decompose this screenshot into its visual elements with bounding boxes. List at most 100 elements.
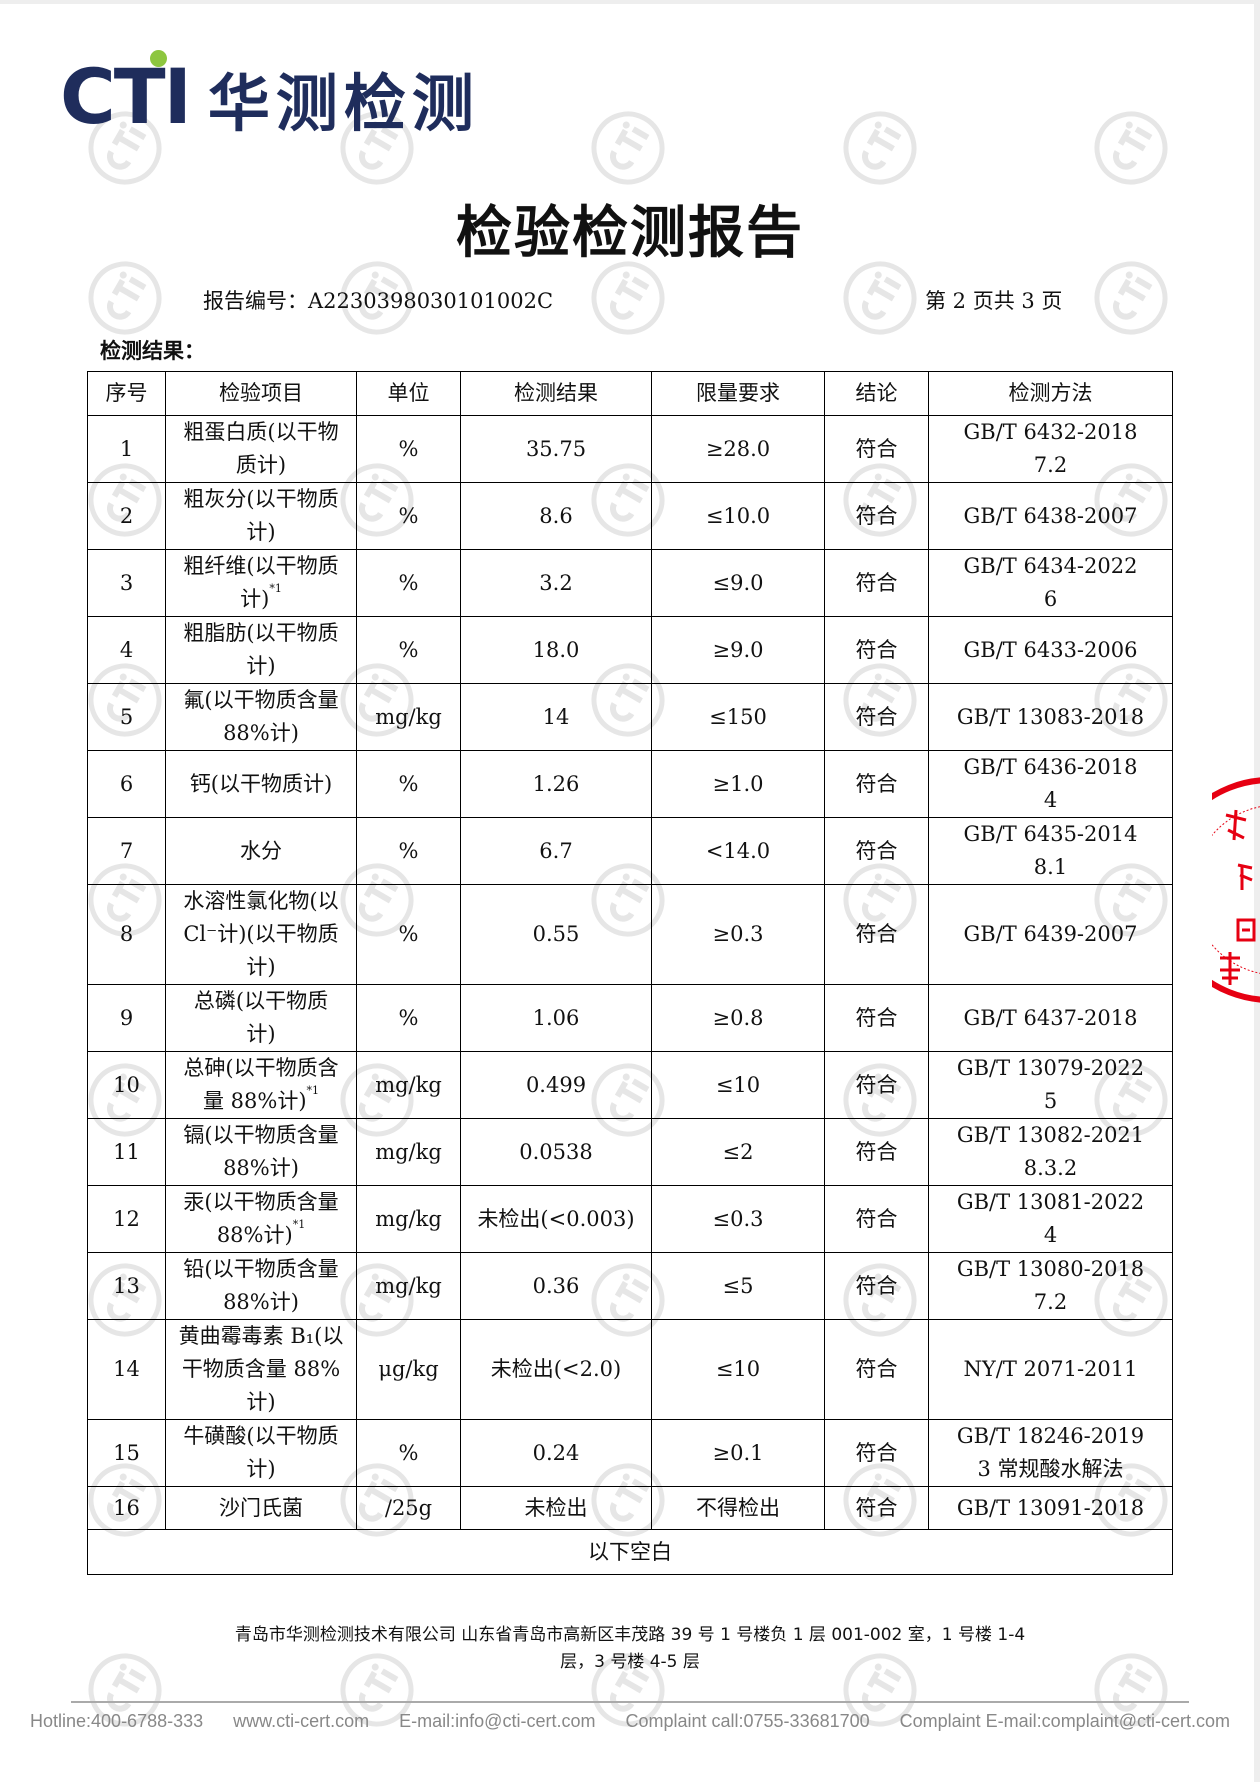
results-table: 序号 检验项目 单位 检测结果 限量要求 结论 检测方法 1 粗蛋白质(以干物 质计)% 35.… [87,371,1173,1575]
conclusion-text: 符合 [855,838,898,863]
cell-result: 未检出 [460,1486,652,1530]
table-row: 12 汞(以干物质含量 88%计)*1 mg/kg 未检出(<0.003) ≤0.3 符合… [87,1185,1173,1253]
unit-text: % [398,922,419,946]
item-text: 氟(以干物质含量 88%计) [183,688,339,745]
website-link[interactable]: www.cti-cert.com [233,1711,370,1731]
item-text: 水分 [240,838,282,863]
result-text: 0.36 [532,1273,580,1298]
no-text: 10 [113,1072,140,1097]
cell-no: 15 [87,1419,166,1487]
cell-result: 6.7 [460,817,652,885]
cell-unit: /25g [356,1486,461,1530]
no-text: 6 [119,771,134,796]
cell-no: 14 [87,1319,166,1420]
conclusion-text: 符合 [855,637,898,662]
cell-limit: ≥0.8 [651,984,825,1052]
unit-text: % [398,771,419,796]
result-text: 0.55 [532,922,580,946]
complaint-call: Complaint call:0755-33681700 [625,1711,870,1731]
cell-no: 3 [87,549,166,617]
cell-item: 氟(以干物质含量 88%计) [165,683,357,751]
cell-item: 镉(以干物质含量 88%计) [165,1118,357,1186]
item-text: 铅(以干物质含量 88%计) [183,1257,339,1314]
section-title: 检测结果： [100,338,205,363]
result-text: 未检出(<2.0) [490,1357,622,1381]
table-row: 11 镉(以干物质含量 88%计) mg/kg 0.0538 ≤2 符合 GB/T 1308… [87,1118,1173,1186]
cell-result: 35.75 [460,415,652,483]
unit-text: mg/kg [375,1139,442,1164]
method-text: GB/T 6432-2018 7.2 [963,420,1138,477]
cell-limit: ≤10 [651,1051,825,1119]
cell-no: 2 [87,482,166,550]
limit-text: ≥1.0 [712,771,764,796]
column-header: 单位 [356,371,461,416]
conclusion-text: 符合 [855,1139,898,1164]
email[interactable]: E-mail:info@cti-cert.com [399,1711,596,1731]
limit-text: ≤10.0 [705,503,771,528]
blank-note-row: 以下空白 [87,1529,1173,1575]
item-text: 镉(以干物质含量 88%计) [183,1123,339,1180]
table-row: 4 粗脂肪(以干物质 计)% 18.0 ≥9.0 符合 GB/T 6433-2006 [87,616,1173,684]
no-text: 9 [119,1005,134,1030]
cell-item: 水分 [165,817,357,885]
complaint-email[interactable]: Complaint E-mail:complaint@cti-cert.com [899,1711,1230,1731]
no-text: 12 [113,1206,140,1231]
item-text: 粗脂肪(以干物质 计) [183,621,339,678]
result-text: 18.0 [532,637,580,662]
cell-result: 0.36 [460,1252,652,1320]
cell-item: 水溶性氯化物(以 Cl⁻计)(以干物质 计) [165,884,357,985]
cell-method: GB/T 13079-2022 5 [928,1051,1173,1119]
limit-text: <14.0 [705,838,771,863]
cell-unit: μg/kg [356,1319,461,1420]
cell-limit: ≥9.0 [651,616,825,684]
column-header: 检测结果 [460,371,652,416]
page-top-border [0,0,1260,4]
unit-text: % [398,1440,419,1465]
unit-text: mg/kg [375,1072,442,1097]
column-header: 检验项目 [165,371,357,416]
cell-no: 5 [87,683,166,751]
cell-unit: % [356,884,461,985]
cell-method: GB/T 6432-2018 7.2 [928,415,1173,483]
limit-text: ≤10 [715,1072,761,1097]
cell-item: 黄曲霉毒素 B₁(以 干物质含量 88% 计) [165,1319,357,1420]
watermark-logo [843,111,917,185]
cell-no: 1 [87,415,166,483]
page-right-border [1254,0,1260,1782]
limit-text: ≤5 [722,1273,754,1298]
page-number: 第 2 页共 3 页 [925,289,1063,313]
result-text: 1.26 [532,771,580,796]
cell-result: 14 [460,683,652,751]
cell-unit: mg/kg [356,1185,461,1253]
table-row: 14 黄曲霉毒素 B₁(以 干物质含量 88% 计) μg/kg 未检出(<2.0) ≤… [87,1319,1173,1420]
cell-conclusion: 符合 [824,415,929,483]
cell-limit: ≤10 [651,1319,825,1420]
unit-text: mg/kg [375,1206,442,1231]
unit-text: μg/kg [378,1357,439,1381]
cell-limit: ≤5 [651,1252,825,1320]
cell-result: 未检出(<0.003) [460,1185,652,1253]
report-number: 报告编号：A2230398030101002C [203,289,554,313]
cti-logo: CTI 华测检测 [60,50,480,135]
unit-text: % [398,436,419,461]
table-row: 2 粗灰分(以干物质 计)% 8.6 ≤10.0 符合 GB/T 6438-2007 [87,482,1173,550]
cell-unit: % [356,415,461,483]
conclusion-text: 符合 [855,771,898,796]
red-seal-stamp [1212,777,1260,1003]
column-header: 限量要求 [651,371,825,416]
method-text: GB/T 13082-2021 8.3.2 [956,1123,1145,1180]
column-header: 检测方法 [928,371,1173,416]
cell-result: 0.0538 [460,1118,652,1186]
cell-unit: % [356,616,461,684]
table-row: 10 总砷(以干物质含 量 88%计)*1 mg/kg 0.499 ≤10 符合 GB/T … [87,1051,1173,1119]
cell-method: GB/T 6435-2014 8.1 [928,817,1173,885]
no-text: 4 [119,637,134,662]
method-text: GB/T 6438-2007 [963,503,1138,528]
cell-unit: % [356,549,461,617]
cell-no: 11 [87,1118,166,1186]
company-address: 青岛市华测检测技术有限公司 山东省青岛市高新区丰茂路 39 号 1 号楼负 1 … [234,1625,1026,1672]
cell-no: 12 [87,1185,166,1253]
report-title: 检验检测报告 [456,200,804,266]
cell-limit: ≤10.0 [651,482,825,550]
footnote-marker: *1 [306,1084,320,1097]
